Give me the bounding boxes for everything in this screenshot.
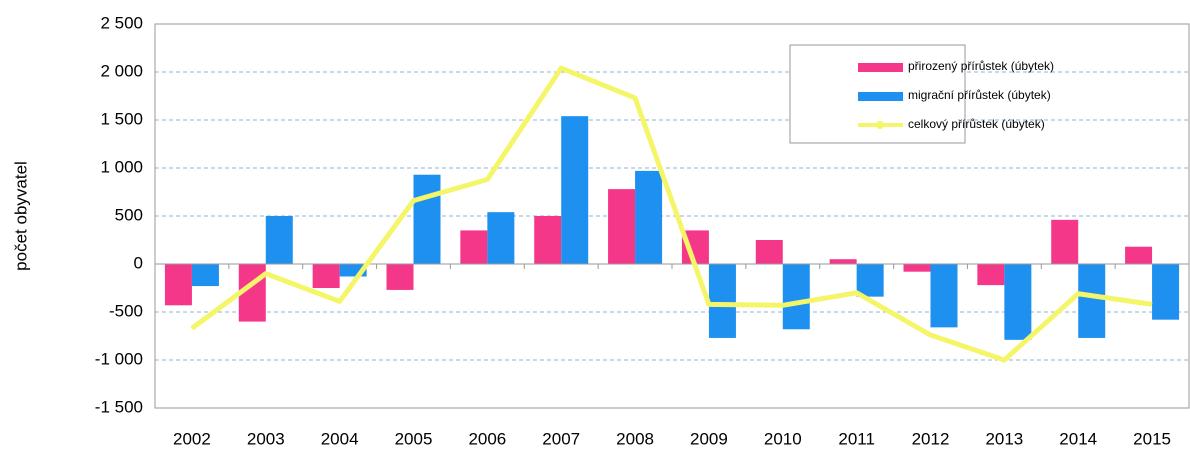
x-tick-label: 2005 xyxy=(395,429,433,448)
bar xyxy=(413,174,441,264)
y-tick-label: -500 xyxy=(109,301,143,320)
x-tick-label: 2006 xyxy=(468,429,506,448)
bar xyxy=(534,216,562,264)
bar xyxy=(755,240,783,264)
bar xyxy=(1051,219,1079,264)
y-tick-label: -1 500 xyxy=(95,397,143,416)
bar xyxy=(460,230,488,264)
bar xyxy=(903,264,931,272)
bar xyxy=(561,116,589,264)
x-tick-label: 2010 xyxy=(764,429,802,448)
x-tick-label: 2008 xyxy=(616,429,654,448)
bar xyxy=(1152,264,1180,320)
bar xyxy=(1004,264,1032,340)
bar xyxy=(856,264,884,297)
bar xyxy=(164,264,192,306)
x-tick-label: 2015 xyxy=(1133,429,1171,448)
legend-label: migrační přírůstek (úbytek) xyxy=(908,88,1051,102)
y-axis-label: počet obyvatel xyxy=(11,161,30,271)
bar xyxy=(386,264,414,290)
legend-swatch xyxy=(858,63,903,72)
y-tick-label: 2 000 xyxy=(100,61,143,80)
bar xyxy=(265,216,293,264)
bar xyxy=(1078,264,1106,338)
y-tick-label: 1 500 xyxy=(100,109,143,128)
legend-label: přirozený přírůstek (úbytek) xyxy=(908,59,1054,73)
x-tick-label: 2009 xyxy=(690,429,728,448)
y-tick-label: 500 xyxy=(115,205,143,224)
x-tick-label: 2002 xyxy=(173,429,211,448)
x-tick-label: 2014 xyxy=(1059,429,1097,448)
y-tick-label: -1 000 xyxy=(95,349,143,368)
x-tick-label: 2013 xyxy=(985,429,1023,448)
bar xyxy=(1125,246,1153,264)
y-tick-label: 2 500 xyxy=(100,13,143,32)
x-tick-label: 2007 xyxy=(542,429,580,448)
total-line xyxy=(190,65,1153,363)
x-tick-label: 2011 xyxy=(838,429,875,448)
bar xyxy=(930,264,958,328)
bar xyxy=(977,264,1005,286)
y-tick-label: 0 xyxy=(134,253,143,272)
bar xyxy=(635,170,663,264)
bar xyxy=(782,264,810,330)
bar xyxy=(312,264,340,288)
bar xyxy=(191,264,219,287)
x-tick-label: 2004 xyxy=(321,429,359,448)
bar xyxy=(708,264,736,338)
bar xyxy=(829,259,857,264)
legend-swatch xyxy=(858,92,903,101)
legend-marker xyxy=(876,121,884,129)
x-tick-label: 2012 xyxy=(912,429,950,448)
x-tick-label: 2003 xyxy=(247,429,285,448)
legend-label: celkový přírůstek (úbytek) xyxy=(908,117,1045,131)
bar xyxy=(608,189,636,264)
plot-frame xyxy=(154,23,1190,409)
y-tick-label: 1 000 xyxy=(100,157,143,176)
bar xyxy=(487,212,515,264)
